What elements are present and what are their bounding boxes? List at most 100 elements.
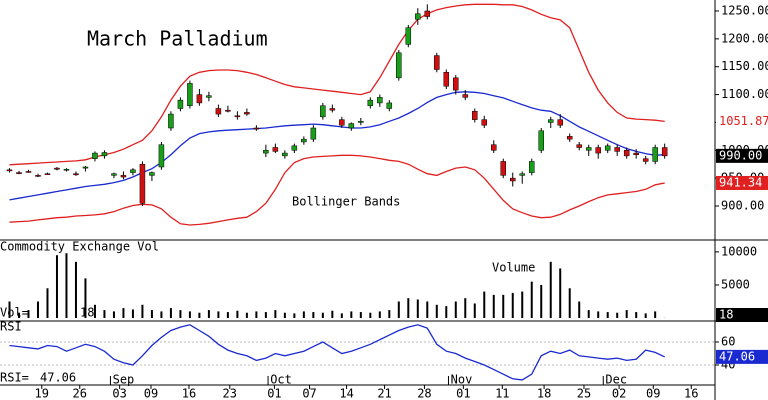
candle-body	[652, 147, 658, 162]
x-tick-label: 09	[646, 387, 660, 400]
candle-body	[244, 112, 250, 115]
candle-body	[54, 167, 60, 170]
candle-body	[585, 147, 592, 151]
candle-body	[509, 177, 516, 182]
x-tick-label: 28	[417, 387, 431, 400]
candle-body	[339, 119, 345, 126]
plot-layer: 900.00950.001000.001050.001100.001150.00…	[0, 3, 768, 400]
candle-body	[92, 152, 98, 159]
value-label-bg	[716, 175, 768, 190]
candle-body	[282, 152, 288, 157]
candle-body	[139, 163, 146, 204]
candle-body	[253, 127, 260, 130]
x-tick-label: 23	[223, 387, 237, 400]
candle-body	[6, 169, 13, 172]
candle-body	[73, 173, 79, 176]
x-tick-label: 16	[684, 387, 698, 400]
value-label: 941.34	[719, 175, 762, 189]
x-tick-label: 03	[112, 387, 126, 400]
rsi-line	[9, 324, 665, 381]
month-label: Oct	[270, 373, 292, 387]
candle-body	[614, 147, 620, 152]
candle-body	[206, 95, 212, 98]
candle-body	[386, 102, 393, 109]
candle-body	[566, 136, 573, 140]
candle-body	[187, 83, 193, 106]
candle-body	[538, 130, 544, 151]
candle-body	[310, 127, 317, 140]
chart-title: March Palladium	[87, 27, 268, 51]
candle-body	[177, 99, 184, 109]
candle-body	[633, 152, 639, 155]
candle-body	[25, 171, 32, 173]
candle-body	[168, 113, 174, 129]
value-label: 47.06	[719, 349, 755, 363]
x-tick-label: 01	[267, 387, 281, 400]
candle-body	[405, 27, 412, 45]
candle-body	[367, 99, 374, 106]
candle-body	[377, 97, 383, 104]
x-tick-label: 16	[182, 387, 196, 400]
candle-body	[462, 94, 469, 98]
candle-body	[424, 10, 431, 17]
candle-body	[16, 172, 22, 174]
candle-body	[320, 105, 326, 118]
candle-body	[301, 138, 307, 143]
panel-label: Vol=	[0, 306, 29, 320]
candle-body	[547, 119, 554, 123]
y-tick-label: 900.00	[721, 199, 764, 213]
last-value-label: 18	[80, 306, 94, 320]
month-label: Nov	[451, 373, 473, 387]
candle-body	[35, 175, 41, 177]
candle-body	[595, 147, 601, 154]
candle-body	[528, 161, 535, 173]
y-tick-label: 1150.00	[721, 59, 768, 73]
x-tick-label: 14	[339, 387, 353, 400]
value-label-bg	[716, 114, 768, 129]
candle-body	[396, 52, 402, 79]
y-tick-label: 1100.00	[721, 87, 768, 101]
candle-body	[358, 121, 364, 123]
candle-body	[120, 175, 127, 178]
x-tick-label: 26	[73, 387, 87, 400]
x-tick-label: 21	[377, 387, 391, 400]
candle-body	[44, 173, 51, 175]
month-label: Dec	[605, 373, 627, 387]
candle-body	[111, 173, 117, 176]
candle-body	[481, 119, 488, 126]
candle-body	[101, 152, 108, 157]
y-tick-label: 5000	[721, 277, 750, 291]
x-tick-label: 07	[302, 387, 316, 400]
candle-body	[215, 108, 222, 115]
candle-body	[576, 144, 582, 148]
annotation: Bollinger Bands	[292, 195, 400, 209]
candle-body	[434, 55, 440, 70]
candle-body	[519, 173, 525, 176]
candle-body	[604, 145, 611, 151]
annotation: Volume	[492, 261, 535, 275]
candle-body	[500, 161, 507, 176]
candle-body	[196, 94, 203, 104]
last-value-label: 47.06	[40, 371, 76, 385]
candle-body	[272, 147, 279, 152]
value-label: 1051.87	[719, 114, 768, 128]
candle-body	[225, 109, 231, 112]
y-tick-label: 1200.00	[721, 31, 768, 45]
x-tick-label: 18	[537, 387, 551, 400]
candle-body	[149, 172, 155, 176]
candle-body	[443, 72, 450, 87]
candle-body	[130, 169, 136, 173]
x-tick-label: 11	[495, 387, 509, 400]
value-label: 18	[719, 308, 733, 322]
candle-body	[661, 147, 668, 157]
panel-label: RSI=	[0, 371, 29, 385]
y-tick-label: 60	[721, 335, 735, 349]
panel-title: Commodity Exchange Vol	[0, 240, 159, 254]
candle-body	[263, 150, 269, 154]
candle-body	[234, 115, 241, 118]
candle-body	[453, 77, 459, 91]
panel-title: RSI	[0, 320, 22, 334]
candle-body	[623, 150, 630, 157]
